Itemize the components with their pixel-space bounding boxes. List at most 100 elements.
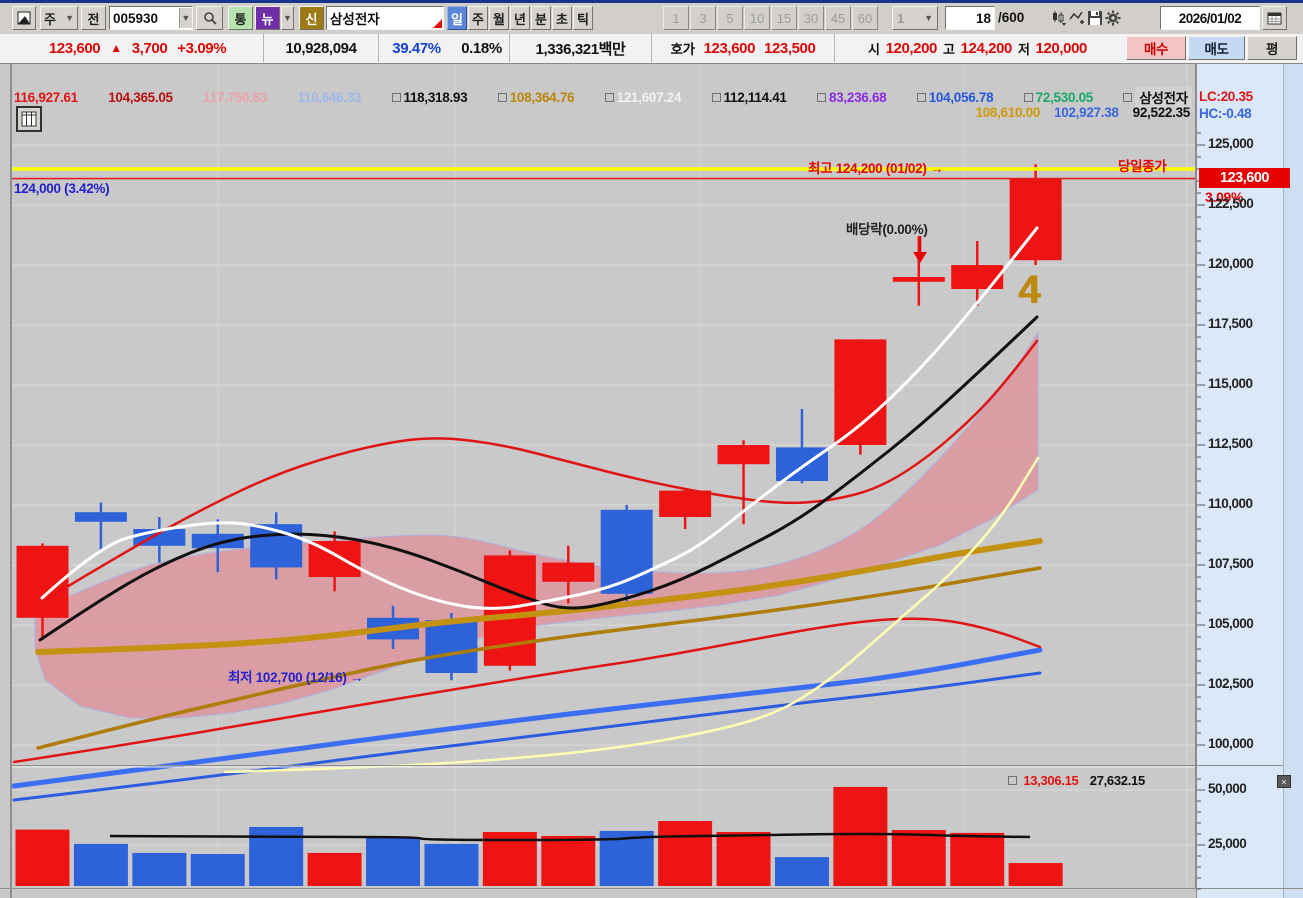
stock-name-input[interactable] [327, 10, 443, 26]
tab-일[interactable]: 일 [447, 6, 467, 30]
bar-count-input[interactable] [946, 10, 994, 26]
axis-tick-label: 102,500 [1208, 676, 1254, 691]
prev-stock-label: 전 [87, 11, 100, 27]
axis-tick-label: 117,500 [1208, 316, 1253, 331]
legend-item: 118,318.93 [391, 90, 468, 105]
axis-tick-label: 125,000 [1208, 136, 1254, 151]
tab-년[interactable]: 년 [510, 6, 530, 30]
avg-button[interactable]: 평 [1247, 36, 1297, 60]
right-scroll-strip[interactable] [1283, 64, 1303, 898]
legend-item: 108,610.00 [975, 105, 1041, 120]
tong-label: 통 [234, 11, 247, 27]
buy-button[interactable]: 매수 [1126, 36, 1186, 60]
line-tool-button[interactable] [1068, 7, 1086, 29]
axis-tick-label: 122,500 [1208, 196, 1254, 211]
chart-window-icon-button[interactable] [12, 6, 36, 30]
legend-item: 110,646.33 [297, 89, 362, 105]
axis-tick-label: 112,500 [1208, 436, 1253, 451]
legend-item: 117,750.83 [203, 89, 267, 105]
news-dropdown[interactable]: ▼ [281, 6, 294, 30]
price-change-pct: +3.09% [177, 39, 227, 57]
volume-value: 10,928,094 [285, 39, 357, 57]
legend-item: 112,114.41 [711, 90, 787, 105]
stock-code-input[interactable] [110, 10, 179, 26]
date-input[interactable] [1161, 10, 1259, 26]
price-axis-panel [1196, 64, 1284, 898]
current-pct-tag: 3.09% [1205, 189, 1244, 205]
axis-tick-label: 120,000 [1208, 256, 1254, 271]
chevron-down-icon: ▼ [181, 13, 191, 23]
stock-name-field[interactable] [326, 6, 444, 30]
minute-button-10[interactable]: 10 [744, 6, 770, 30]
legend-item: 102,927.38 [1054, 105, 1119, 120]
stock-code-field[interactable]: ▼ [109, 6, 193, 30]
hc-value: HC:-0.48 [1199, 106, 1252, 121]
rate-cell: 0.18% [454, 34, 510, 62]
settings-button[interactable] [1104, 7, 1122, 29]
prev-stock-button[interactable]: 전 [81, 6, 106, 30]
bid-price: 123,500 [764, 39, 816, 57]
minute-button-15[interactable]: 15 [771, 6, 797, 30]
ex-dividend-annotation: 배당락(0.00%) [846, 222, 928, 237]
tong-badge[interactable]: 통 [228, 6, 253, 30]
tab-틱[interactable]: 틱 [573, 6, 593, 30]
open-price: 120,200 [885, 39, 938, 57]
chart-style-combo[interactable]: 주 ▼ [40, 6, 78, 30]
axis-tick-label: 107,500 [1208, 556, 1254, 571]
minute-combo-value: 1 [897, 10, 905, 26]
minute-button-45[interactable]: 45 [825, 6, 851, 30]
minute-button-60[interactable]: 60 [852, 6, 878, 30]
news-label: 뉴 [261, 11, 274, 27]
sell-button[interactable]: 매도 [1188, 36, 1245, 60]
legend-item: 72,530.05 [1023, 90, 1093, 105]
minute-button-5[interactable]: 5 [717, 6, 743, 30]
calendar-button[interactable] [1262, 6, 1287, 30]
line-tool-icon [1069, 11, 1084, 24]
low-annotation: 최저 102,700 (12/16) → [228, 670, 364, 685]
ma-red-upper [43, 339, 1039, 602]
day-close-annotation: 당일종가 [1118, 159, 1167, 174]
tab-분[interactable]: 분 [531, 6, 551, 30]
window-top-border [0, 0, 1303, 3]
minute-button-1[interactable]: 1 [663, 6, 689, 30]
tab-월[interactable]: 월 [489, 6, 509, 30]
candle-settings-button[interactable] [1050, 7, 1068, 29]
volume-pane-expand-button[interactable]: × [1277, 775, 1291, 788]
stock-search-button[interactable] [196, 6, 223, 30]
news-badge[interactable]: 뉴 [255, 6, 280, 30]
gear-icon [1105, 10, 1121, 26]
ma-gold-thick [35, 538, 1043, 655]
avg-price-annotation: 124,000 (3.42%) [14, 181, 110, 196]
volume-ratio: 39.47% [392, 39, 441, 57]
minute-combo[interactable]: 1 ▼ [892, 6, 938, 30]
save-button[interactable] [1086, 7, 1104, 29]
bar-count-field[interactable] [945, 6, 995, 30]
minute-button-3[interactable]: 3 [690, 6, 716, 30]
open-label: 시 [868, 41, 880, 57]
tab-주[interactable]: 주 [468, 6, 488, 30]
sin-label: 신 [305, 11, 318, 27]
lc-value: LC:20.35 [1199, 89, 1253, 104]
chart-window-icon [17, 11, 31, 25]
tab-초[interactable]: 초 [552, 6, 572, 30]
stock-code-dropdown[interactable]: ▼ [178, 8, 192, 28]
trade-value-cell: 1,336,321백만 [510, 34, 652, 62]
axis-tick-label: 110,000 [1208, 496, 1253, 511]
ma-red-lower [12, 617, 1042, 764]
sin-badge[interactable]: 신 [299, 6, 324, 30]
high-price: 124,200 [960, 39, 1013, 57]
chart-grid-button[interactable] [16, 106, 42, 132]
buy-label: 매수 [1143, 42, 1169, 57]
minute-button-30[interactable]: 30 [798, 6, 824, 30]
legend-item: 92,522.35 [1132, 105, 1191, 120]
legend-item: 108,364.76 [497, 90, 575, 105]
rate-value: 0.18% [461, 39, 502, 57]
date-field[interactable] [1160, 6, 1260, 30]
low-price: 120,000 [1035, 39, 1088, 57]
volume-ma2-value: 27,632.15 [1089, 773, 1145, 788]
legend-item: 121,607.24 [604, 90, 682, 105]
volume-ma1-value: 13,306.15 [1023, 773, 1079, 788]
